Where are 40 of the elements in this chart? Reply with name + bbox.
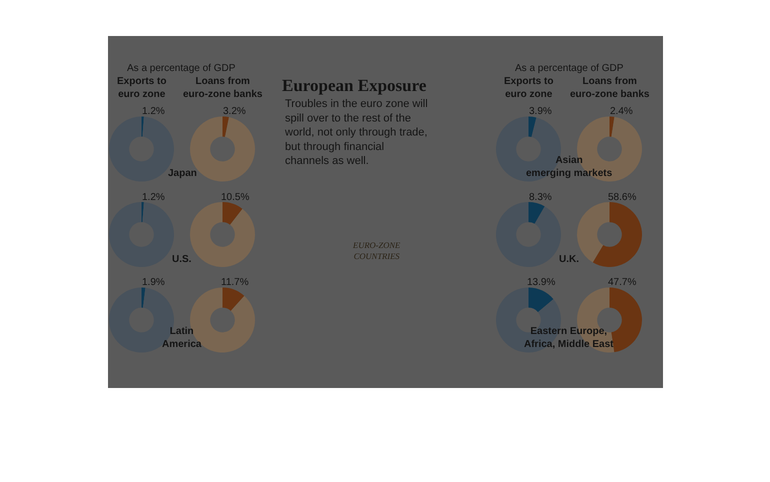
donut-slice bbox=[190, 202, 255, 267]
text: Japan bbox=[168, 168, 197, 179]
donut-slice bbox=[496, 202, 561, 267]
data-label: 11.7% bbox=[221, 277, 249, 288]
data-label: 13.9% bbox=[527, 277, 556, 288]
data-label: 1.2% bbox=[142, 192, 165, 203]
text: U.K. bbox=[559, 254, 580, 265]
data-label: 1.2% bbox=[142, 106, 165, 117]
donut-slice bbox=[222, 116, 229, 137]
donut-slice bbox=[528, 202, 545, 224]
donut-slice bbox=[528, 288, 554, 312]
text: As a percentage of GDP bbox=[127, 63, 236, 74]
donut-slice bbox=[610, 116, 614, 137]
donut-slice bbox=[222, 288, 244, 311]
chart-title: Exports to euro zone bbox=[504, 76, 554, 100]
data-label: 58.6% bbox=[608, 192, 636, 203]
data-label: 47.7% bbox=[608, 277, 636, 288]
text: Latin America bbox=[162, 326, 202, 350]
donut-slice bbox=[142, 288, 146, 308]
donut-slice bbox=[577, 202, 610, 262]
text: Asian emerging markets bbox=[526, 155, 613, 179]
chart-title: Loans from euro-zone banks bbox=[183, 76, 263, 100]
donut-slice bbox=[592, 202, 642, 267]
text: U.S. bbox=[172, 254, 192, 265]
data-label: 10.5% bbox=[221, 192, 250, 203]
data-label: 8.3% bbox=[529, 192, 552, 203]
text: As a percentage of GDP bbox=[515, 63, 624, 74]
donut-slice bbox=[109, 202, 174, 267]
donut-slice bbox=[222, 202, 242, 225]
data-label: 2.4% bbox=[610, 106, 633, 117]
text: EURO-ZONE COUNTRIES bbox=[352, 240, 402, 262]
chart-title: Exports to euro zone bbox=[117, 76, 166, 100]
data-label: 1.9% bbox=[142, 277, 165, 288]
data-label: 3.2% bbox=[223, 106, 246, 117]
text: Troubles in the euro zone will spill over to the rest of the world, not only through trade, but through financial channels as well. bbox=[284, 98, 428, 168]
data-label: 3.9% bbox=[529, 106, 552, 117]
donut-slice bbox=[528, 116, 536, 138]
text: European Exposure bbox=[282, 76, 427, 95]
chart-title: Loans from euro-zone banks bbox=[570, 76, 650, 100]
text: Eastern Europe, Africa, Middle East bbox=[524, 326, 614, 350]
